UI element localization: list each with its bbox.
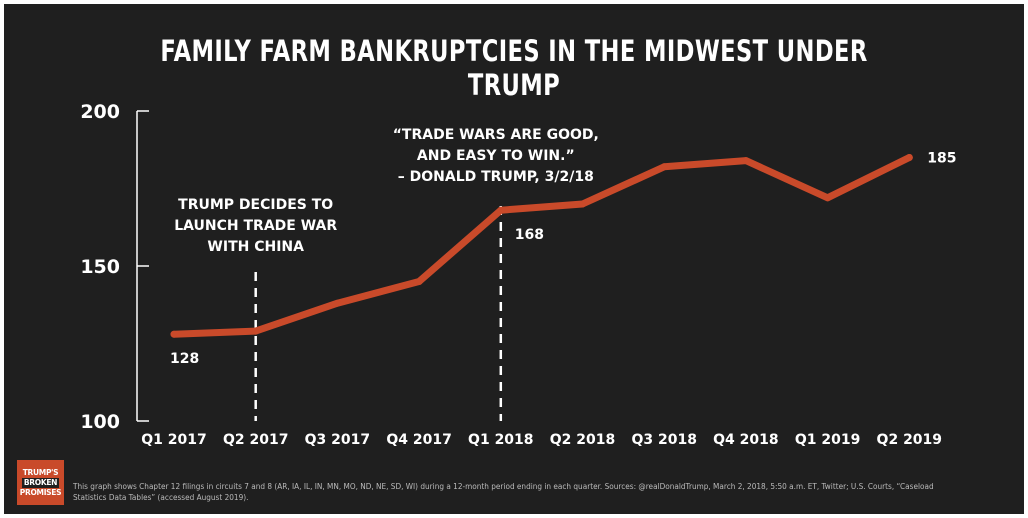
- series-line: [170, 154, 913, 338]
- data-point: [415, 278, 423, 285]
- data-point: [824, 194, 832, 202]
- data-point: [579, 200, 586, 208]
- data-point: [333, 299, 341, 307]
- series-layer: [170, 154, 913, 338]
- annotation-text-line: TRUMP DECIDES TO: [178, 197, 333, 213]
- data-point: [252, 327, 260, 335]
- x-tick-label: Q4 2018: [713, 432, 778, 448]
- x-tick-label: Q1 2019: [795, 432, 860, 448]
- data-label-layer: 128 168 185: [170, 151, 957, 368]
- data-point: [660, 163, 668, 171]
- data-label: 168: [515, 227, 544, 243]
- chart-panel: FAMILY FARM BANKRUPTCIES IN THE MIDWEST …: [4, 4, 1024, 514]
- annotation-text-line: WITH CHINA: [207, 239, 304, 255]
- logo-line-2: BROKEN: [21, 477, 60, 488]
- y-tick-label: 150: [80, 256, 120, 278]
- x-tick-label: Q1 2018: [468, 432, 533, 448]
- annotation-layer: TRUMP DECIDES TO LAUNCH TRADE WAR WITH CHI…: [174, 127, 599, 421]
- annotation-text-line: “TRADE WARS ARE GOOD,: [393, 127, 599, 143]
- data-label: 185: [927, 151, 956, 167]
- x-tick-label: Q2 2017: [223, 432, 288, 448]
- data-point: [905, 154, 913, 161]
- line-chart: 100 150 200 Q1 2017 Q2 2017 Q3 2017 Q4 2017 Q1 …: [80, 101, 957, 448]
- data-point: [742, 157, 750, 165]
- annotation-text-line: AND EASY TO WIN.”: [417, 148, 575, 164]
- source-footnote: This graph shows Chapter 12 filings in c…: [73, 482, 934, 502]
- x-tick-label: Q3 2018: [631, 432, 696, 448]
- y-tick-label: 200: [80, 101, 120, 123]
- annotation-text-line: – DONALD TRUMP, 3/2/18: [398, 169, 594, 185]
- brand-logo: TRUMP'S BROKEN PROMISES: [17, 460, 64, 505]
- data-point: [497, 206, 505, 214]
- chart-title: FAMILY FARM BANKRUPTCIES IN THE MIDWEST …: [160, 34, 868, 102]
- logo-line-3: PROMISES: [19, 487, 62, 497]
- annotation-text-line: LAUNCH TRADE WAR: [174, 218, 337, 234]
- x-tick-label: Q2 2018: [550, 432, 615, 448]
- data-label: 128: [170, 351, 199, 367]
- logo-line-1: TRUMP'S: [22, 467, 59, 477]
- x-tick-label: Q2 2019: [877, 432, 942, 448]
- data-point: [170, 330, 178, 338]
- x-tick-label: Q3 2017: [305, 432, 370, 448]
- axis-layer: 100 150 200 Q1 2017 Q2 2017 Q3 2017 Q4 2017 Q1 …: [80, 101, 942, 448]
- x-tick-label: Q1 2017: [141, 432, 206, 448]
- y-tick-label: 100: [80, 411, 120, 433]
- x-tick-label: Q4 2017: [386, 432, 451, 448]
